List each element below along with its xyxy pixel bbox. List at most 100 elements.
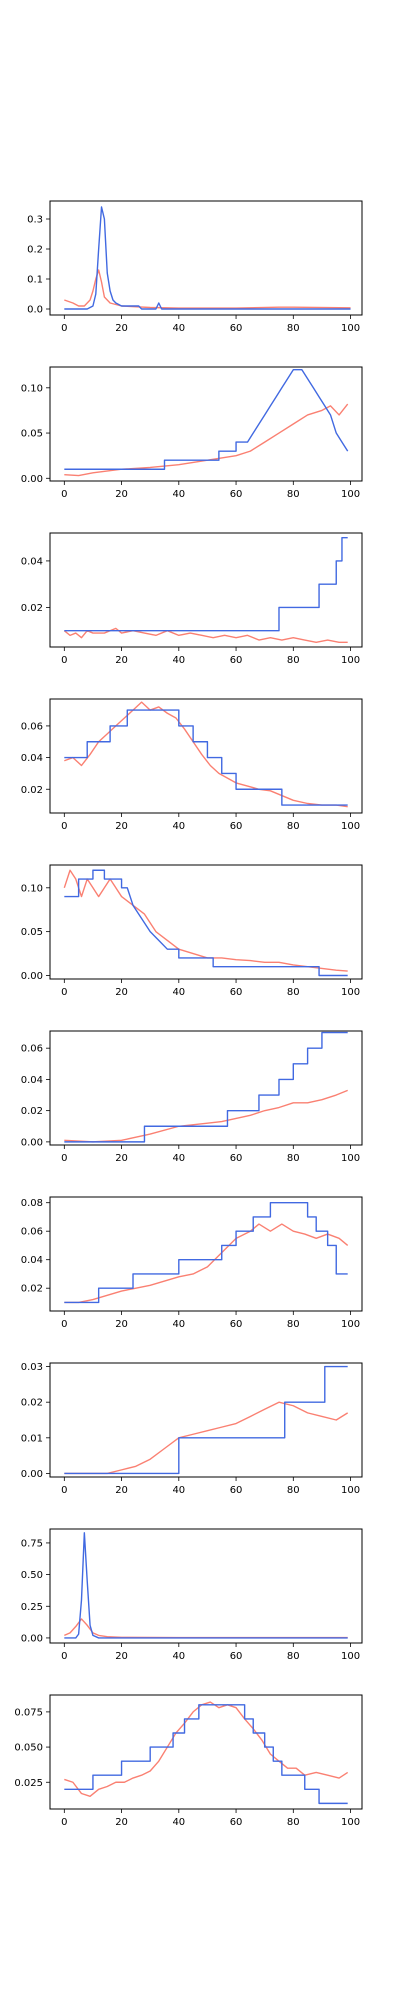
x-tick-label: 20	[115, 1319, 128, 1330]
x-tick-label: 100	[341, 1485, 360, 1496]
series-line-2	[64, 1202, 348, 1304]
x-tick-label: 0	[61, 821, 67, 832]
x-tick-label: 20	[115, 1485, 128, 1496]
x-tick-label: 80	[287, 1817, 300, 1828]
y-tick-label: 0.04	[21, 556, 43, 567]
axes-frame	[49, 200, 363, 316]
x-tick-label: 80	[287, 1153, 300, 1164]
y-tick-label: 0.04	[21, 1075, 43, 1086]
x-tick-label: 40	[172, 655, 185, 666]
x-tick-label: 0	[61, 1485, 67, 1496]
y-tick-label: 0.1	[27, 275, 43, 286]
x-tick-label: 40	[172, 1153, 185, 1164]
x-tick-label: 0	[61, 1319, 67, 1330]
x-tick-label: 0	[61, 1817, 67, 1828]
axes-frame	[49, 864, 363, 980]
y-tick-label: 0.01	[21, 1433, 43, 1444]
x-tick-label: 20	[115, 821, 128, 832]
y-tick-label: 0.00	[21, 971, 43, 982]
y-tick-label: 0.3	[27, 215, 43, 226]
x-tick-label: 40	[172, 987, 185, 998]
x-tick-label: 20	[115, 655, 128, 666]
series-line-1	[63, 627, 348, 644]
x-tick-label: 80	[287, 987, 300, 998]
x-tick-label: 80	[287, 323, 300, 334]
subplot-4: 0 20 40 60 80 100 0.02 0.04 0.06	[21, 698, 363, 832]
y-tick-label: 0.06	[21, 1227, 43, 1238]
x-tick-label: 80	[287, 821, 300, 832]
series-line-2	[64, 1704, 348, 1805]
subplot-10: 0 20 40 60 80 100 0.025 0.050 0.075	[14, 1694, 363, 1828]
y-tick-label: 0.025	[14, 1778, 43, 1789]
y-tick-label: 0.75	[21, 1538, 43, 1549]
x-tick-label: 40	[172, 489, 185, 500]
x-tick-label: 60	[230, 821, 243, 832]
x-tick-label: 80	[287, 655, 300, 666]
x-tick-label: 40	[172, 1817, 185, 1828]
x-tick-label: 40	[172, 1319, 185, 1330]
y-tick-label: 0.00	[21, 474, 43, 485]
x-tick-label: 40	[172, 323, 185, 334]
y-tick-label: 0.08	[21, 1198, 43, 1209]
series-line-2	[64, 369, 349, 470]
y-tick-label: 0.02	[21, 1106, 43, 1117]
subplot-2: 0 20 40 60 80 100 0.00 0.05 0.10	[21, 366, 363, 500]
x-tick-label: 0	[61, 655, 67, 666]
x-tick-label: 100	[341, 1319, 360, 1330]
subplot-9: 0 20 40 60 80 100 0.00 0.25 0.50 0.75	[21, 1528, 363, 1662]
series-line-1	[64, 701, 348, 808]
y-tick-label: 0.02	[21, 785, 43, 796]
subplot-8: 0 20 40 60 80 100 0.00 0.01 0.02 0.03	[21, 1362, 363, 1496]
x-tick-label: 100	[341, 1153, 360, 1164]
x-tick-label: 80	[287, 1651, 300, 1662]
y-tick-label: 0.050	[14, 1743, 43, 1754]
x-tick-label: 60	[230, 655, 243, 666]
axes-frame	[49, 366, 363, 482]
series-line-2	[64, 536, 348, 632]
x-tick-label: 60	[230, 1817, 243, 1828]
series-line-1	[64, 1401, 349, 1475]
x-tick-label: 100	[341, 821, 360, 832]
y-tick-label: 0.04	[21, 1255, 43, 1266]
series-line-1	[63, 869, 348, 972]
axes-frame	[49, 1362, 363, 1478]
x-tick-label: 60	[230, 1153, 243, 1164]
x-tick-label: 0	[61, 323, 67, 334]
x-tick-label: 20	[115, 323, 128, 334]
series-line-2	[64, 869, 348, 977]
y-tick-label: 0.00	[21, 1137, 43, 1148]
x-tick-label: 100	[341, 1651, 360, 1662]
series-line-1	[64, 1618, 348, 1639]
x-tick-label: 100	[341, 323, 360, 334]
x-tick-label: 60	[230, 1651, 243, 1662]
x-tick-label: 40	[172, 821, 185, 832]
series-line-1	[64, 1223, 349, 1304]
y-tick-label: 0.02	[21, 1284, 43, 1295]
y-tick-label: 0.05	[21, 429, 43, 440]
y-tick-label: 0.10	[21, 883, 43, 894]
subplot-7: 0 20 40 60 80 100 0.02 0.04 0.06 0.08	[21, 1196, 363, 1330]
y-tick-label: 0.02	[21, 603, 43, 614]
subplot-1: 0 20 40 60 80 100 0.0 0.1 0.2 0.3	[27, 200, 363, 334]
x-tick-label: 0	[61, 987, 67, 998]
x-tick-label: 0	[61, 489, 67, 500]
x-tick-label: 60	[230, 987, 243, 998]
axes-frame	[49, 1694, 363, 1810]
axes-frame	[49, 1196, 363, 1312]
y-tick-label: 0.03	[21, 1362, 43, 1373]
x-tick-label: 60	[230, 1485, 243, 1496]
x-tick-label: 40	[172, 1485, 185, 1496]
x-tick-label: 80	[287, 1485, 300, 1496]
x-tick-label: 60	[230, 1319, 243, 1330]
y-tick-label: 0.05	[21, 927, 43, 938]
axes-frame	[49, 532, 363, 648]
series-line-2	[64, 1532, 348, 1639]
y-tick-label: 0.075	[14, 1707, 43, 1718]
series-line-1	[64, 269, 351, 309]
series-line-2	[64, 1365, 348, 1475]
x-tick-label: 100	[341, 655, 360, 666]
y-tick-label: 0.25	[21, 1602, 43, 1613]
series-line-1	[64, 1089, 348, 1143]
x-tick-label: 20	[115, 489, 128, 500]
x-tick-label: 60	[230, 489, 243, 500]
